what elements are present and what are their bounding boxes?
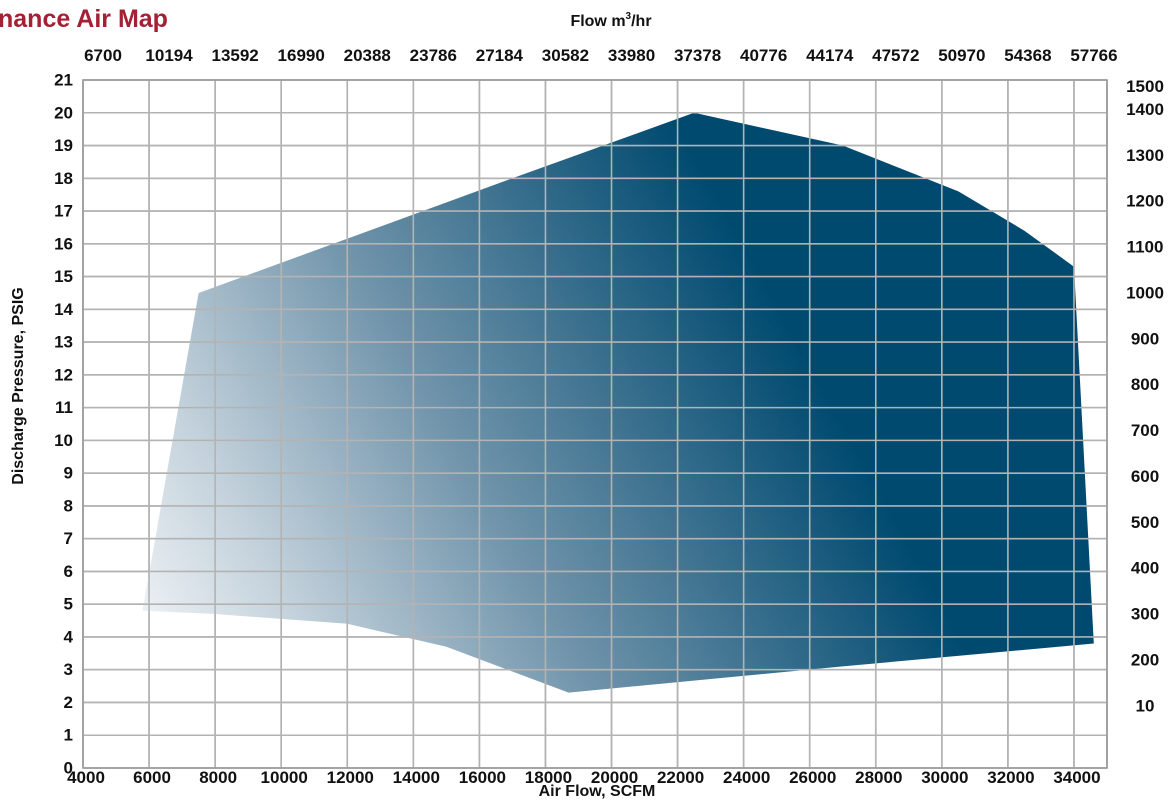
top-tick-label: 16990 [278, 46, 325, 65]
top-tick-label: 47572 [872, 46, 919, 65]
top-tick-label: 40776 [740, 46, 787, 65]
y-tick-label: 7 [64, 529, 73, 548]
right-tick-label: 10 [1136, 696, 1155, 715]
x-tick-label: 24000 [723, 768, 770, 787]
x-tick-label: 32000 [987, 768, 1034, 787]
top-tick-label: 10194 [145, 46, 193, 65]
right-tick-label: 1100 [1127, 238, 1164, 257]
x-tick-label: 22000 [657, 768, 704, 787]
x-tick-label: 34000 [1053, 768, 1100, 787]
x-tick-label: 18000 [525, 768, 572, 787]
y-tick-label: 0 [64, 759, 73, 778]
y-tick-label: 1 [64, 726, 73, 745]
x-tick-label: 28000 [855, 768, 902, 787]
right-tick-label: 1300 [1126, 146, 1164, 165]
top-tick-label: 13592 [211, 46, 258, 65]
y-tick-label: 11 [55, 398, 73, 417]
top-tick-label: 54368 [1004, 46, 1051, 65]
y-tick-label: 4 [64, 627, 74, 646]
y-tick-label: 3 [64, 660, 73, 679]
x-tick-label: 30000 [921, 768, 968, 787]
top-tick-label: 50970 [938, 46, 985, 65]
top-tick-label: 30582 [542, 46, 589, 65]
y-tick-label: 17 [54, 202, 73, 221]
y-tick-label: 2 [64, 693, 73, 712]
y-tick-label: 9 [64, 464, 73, 483]
y-tick-label: 16 [54, 234, 73, 253]
right-tick-label: 800 [1131, 375, 1159, 394]
chart-title: nance Air Map [0, 5, 168, 33]
x-tick-label: 8000 [199, 768, 237, 787]
x-tick-label: 4000 [67, 768, 105, 787]
x-axis-ticks: 4000 6000 8000 10000 12000 14000 16000 18000 200… [67, 768, 1101, 787]
plot-frame [82, 79, 1108, 769]
y-tick-label: 12 [54, 365, 73, 384]
operating-region-area [142, 112, 1094, 693]
right-tick-label: 1400 [1126, 100, 1164, 119]
y-tick-label: 13 [54, 333, 73, 352]
x-tick-label: 6000 [133, 768, 171, 787]
right-tick-label: 500 [1131, 513, 1159, 532]
y-tick-label: 14 [54, 300, 73, 319]
top-tick-label: 20388 [344, 46, 391, 65]
y-tick-label: 6 [64, 562, 73, 581]
top-tick-label: 44174 [806, 46, 854, 65]
right-tick-label: 700 [1131, 421, 1159, 440]
top-tick-label: 27184 [476, 46, 524, 65]
y-axis-label: Discharge Pressure, PSIG [10, 287, 27, 484]
right-tick-label: 600 [1131, 467, 1159, 486]
x-tick-label: 20000 [591, 768, 638, 787]
x-tick-label: 16000 [459, 768, 506, 787]
right-tick-label: 200 [1131, 650, 1159, 669]
y-tick-label: 8 [64, 496, 73, 515]
x-tick-label: 12000 [327, 768, 374, 787]
right-axis-ticks: 1500 1400 1300 1200 1100 1000 900 800 700 600 500 4… [1126, 77, 1164, 715]
y-tick-label: 20 [54, 103, 73, 122]
y-tick-label: 21 [54, 71, 73, 90]
grid-overlay [82, 79, 1108, 769]
right-tick-label: 1200 [1126, 192, 1164, 211]
top-tick-label: 23786 [410, 46, 457, 65]
right-tick-label: 1000 [1126, 283, 1164, 302]
y-tick-label: 5 [64, 595, 73, 614]
top-tick-label: 37378 [674, 46, 721, 65]
top-axis-label: Flow m3/hr [570, 11, 651, 30]
top-axis-ticks: 6700 10194 13592 16990 20388 23786 27184 30582 3… [84, 46, 1118, 65]
right-tick-label: 900 [1131, 329, 1159, 348]
top-tick-label: 33980 [608, 46, 655, 65]
right-tick-label: 300 [1131, 605, 1159, 624]
y-tick-label: 19 [54, 136, 73, 155]
x-tick-label: 14000 [393, 768, 440, 787]
x-tick-label: 10000 [261, 768, 308, 787]
top-tick-label: 6700 [84, 46, 122, 65]
x-axis-label: Air Flow, SCFM [539, 783, 656, 800]
right-tick-label: 400 [1131, 559, 1159, 578]
y-tick-label: 18 [54, 169, 73, 188]
right-tick-label: 1500 [1126, 77, 1164, 96]
x-tick-label: 26000 [789, 768, 836, 787]
top-tick-label: 57766 [1070, 46, 1117, 65]
y-tick-label: 10 [54, 431, 73, 450]
y-tick-label: 15 [54, 267, 73, 286]
